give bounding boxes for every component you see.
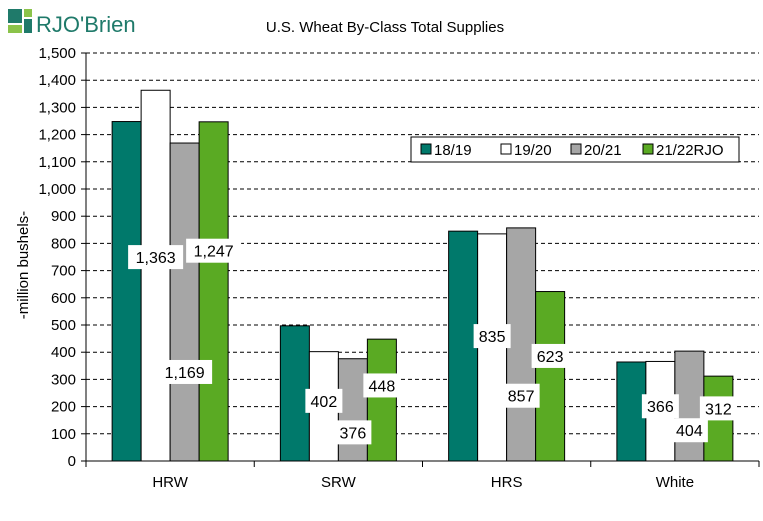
data-label-text: 448 xyxy=(369,378,396,395)
logo-text: RJO'Brien xyxy=(36,12,136,37)
y-tick-label: 500 xyxy=(51,317,76,334)
data-label-text: 1,363 xyxy=(136,250,176,267)
y-tick-label: 1,300 xyxy=(38,99,76,116)
x-tick-label: White xyxy=(656,474,694,491)
data-label-box xyxy=(641,394,679,419)
data-label-box xyxy=(699,396,737,421)
bar xyxy=(140,89,171,462)
data-label-box xyxy=(334,420,372,445)
logo-square-2 xyxy=(24,9,32,17)
legend-label: 19/20 xyxy=(514,142,552,159)
data-label-text: 857 xyxy=(508,389,535,406)
data-label: 366 xyxy=(641,394,679,419)
y-tick-label: 1,000 xyxy=(38,181,76,198)
data-label: 1,247 xyxy=(186,238,242,263)
data-label: 835 xyxy=(473,324,511,349)
legend-swatch xyxy=(642,143,654,155)
logo-square-3 xyxy=(24,19,32,33)
y-tick-label: 100 xyxy=(51,426,76,443)
data-label: 1,169 xyxy=(157,359,213,384)
y-tick-label: 200 xyxy=(51,399,76,416)
y-tick-label: 700 xyxy=(51,263,76,280)
bar xyxy=(448,230,479,462)
chart-title: U.S. Wheat By-Class Total Supplies xyxy=(266,19,504,36)
legend-swatch xyxy=(500,143,512,155)
y-tick-label: 300 xyxy=(51,371,76,388)
x-tick-labels: HRW SRW HRS White xyxy=(152,474,694,491)
y-tick-label: 1,100 xyxy=(38,154,76,171)
data-label-box xyxy=(531,343,569,368)
legend-label: 20/21 xyxy=(584,142,622,159)
y-tick-label: 900 xyxy=(51,208,76,225)
data-label: 448 xyxy=(363,373,401,398)
bar xyxy=(337,358,368,462)
data-label-box xyxy=(305,388,343,413)
bar xyxy=(506,227,537,462)
bar xyxy=(616,361,647,462)
legend-swatch xyxy=(420,143,432,155)
y-tick-label: 1,200 xyxy=(38,127,76,144)
data-label: 402 xyxy=(305,388,343,413)
y-tick-labels: 0 100 200 300 400 500 600 700 800 900 1,000 1,100 1,… xyxy=(38,45,76,470)
data-label-text: 376 xyxy=(340,425,367,442)
bar xyxy=(169,142,200,462)
data-label: 404 xyxy=(670,418,708,443)
data-label-text: 835 xyxy=(479,329,506,346)
data-label: 376 xyxy=(334,420,372,445)
data-label-text: 402 xyxy=(311,394,338,411)
logo-square-4 xyxy=(8,25,22,33)
x-tick-label: HRW xyxy=(152,474,188,491)
bar xyxy=(198,121,229,462)
legend-label: 18/19 xyxy=(434,142,472,159)
legend: 18/19 19/20 20/21 21/22RJO xyxy=(410,136,740,163)
y-tick-label: 1,400 xyxy=(38,72,76,89)
data-label-text: 623 xyxy=(537,349,564,366)
bars xyxy=(111,89,734,462)
legend-label: 21/22RJO xyxy=(656,142,724,159)
y-tick-label: 1,500 xyxy=(38,45,76,62)
data-label-box xyxy=(502,383,540,408)
rjo-brien-logo: RJO'Brien xyxy=(8,9,136,37)
data-label-text: 312 xyxy=(705,401,732,418)
bar xyxy=(366,338,397,462)
data-label-box xyxy=(363,373,401,398)
logo-square-1 xyxy=(8,9,22,23)
y-axis-label: -million bushels- xyxy=(15,211,32,319)
y-tick-label: 0 xyxy=(68,453,76,470)
data-label-box xyxy=(128,245,184,270)
data-label-text: 404 xyxy=(676,423,703,440)
bar xyxy=(535,291,566,462)
bar xyxy=(111,121,142,462)
data-label: 857 xyxy=(502,383,540,408)
data-label-text: 1,247 xyxy=(194,244,234,261)
data-label: 312 xyxy=(699,396,737,421)
data-label-box xyxy=(670,418,708,443)
data-label: 1,363 xyxy=(128,245,184,270)
data-label: 623 xyxy=(531,343,569,368)
legend-swatch xyxy=(570,143,582,155)
data-label-text: 1,169 xyxy=(165,365,205,382)
y-tick-label: 800 xyxy=(51,235,76,252)
y-tick-label: 600 xyxy=(51,290,76,307)
data-label-text: 366 xyxy=(647,399,674,416)
x-tick-label: SRW xyxy=(321,474,357,491)
axes xyxy=(85,53,760,467)
y-tick-label: 400 xyxy=(51,344,76,361)
data-label-box xyxy=(186,238,242,263)
data-label-box xyxy=(473,324,511,349)
x-tick-label: HRS xyxy=(491,474,523,491)
bar xyxy=(674,350,705,462)
data-label-box xyxy=(157,359,213,384)
bar xyxy=(279,325,310,462)
